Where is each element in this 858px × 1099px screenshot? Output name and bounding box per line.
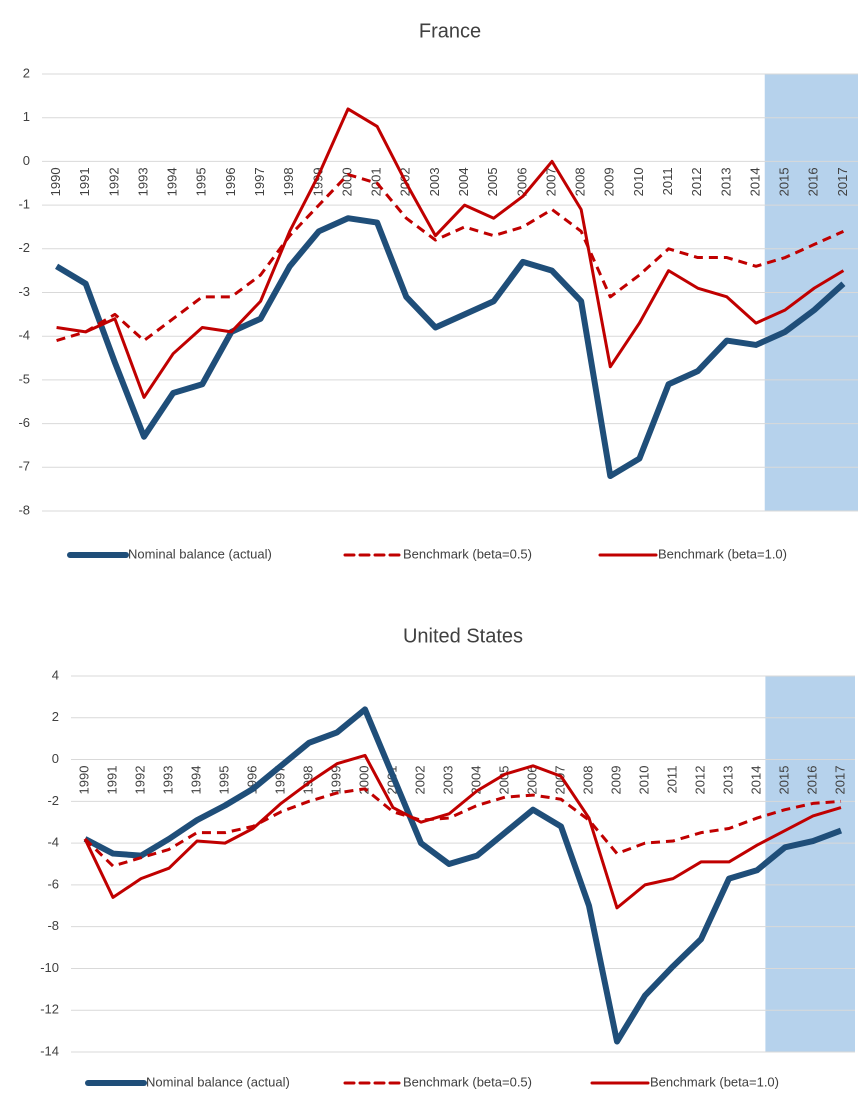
x-tick-label: 1998 bbox=[281, 167, 296, 196]
y-tick-label: -12 bbox=[40, 1002, 59, 1017]
x-tick-label: 1997 bbox=[252, 167, 267, 196]
y-tick-label: -4 bbox=[47, 835, 59, 850]
x-tick-label: 1990 bbox=[76, 766, 91, 795]
legend-label: Benchmark (beta=0.5) bbox=[403, 1074, 532, 1089]
y-tick-label: -2 bbox=[18, 240, 30, 255]
x-tick-label: 2003 bbox=[427, 167, 442, 196]
x-tick-label: 2011 bbox=[660, 167, 675, 195]
y-tick-label: -2 bbox=[47, 793, 59, 808]
chart-title: United States bbox=[403, 625, 523, 647]
x-tick-label: 2007 bbox=[543, 167, 558, 196]
x-tick-label: 2003 bbox=[440, 766, 455, 795]
y-tick-label: -5 bbox=[18, 371, 30, 386]
y-tick-label: -6 bbox=[18, 415, 30, 430]
y-tick-label: -8 bbox=[18, 502, 30, 517]
x-tick-label: 2011 bbox=[664, 766, 679, 794]
y-tick-label: 2 bbox=[23, 65, 30, 80]
x-tick-label: 2006 bbox=[524, 766, 539, 795]
legend-label: Benchmark (beta=1.0) bbox=[650, 1074, 779, 1089]
y-tick-label: -14 bbox=[40, 1043, 59, 1058]
x-tick-label: 2005 bbox=[485, 167, 500, 196]
y-tick-label: -3 bbox=[18, 284, 30, 299]
x-tick-label: 1991 bbox=[77, 167, 92, 196]
x-tick-label: 2014 bbox=[747, 167, 762, 196]
x-tick-label: 2015 bbox=[777, 167, 792, 196]
x-tick-label: 1993 bbox=[160, 766, 175, 795]
x-tick-label: 1994 bbox=[188, 766, 203, 795]
x-tick-label: 1993 bbox=[135, 167, 150, 196]
x-tick-label: 2008 bbox=[580, 766, 595, 795]
legend-label: Benchmark (beta=1.0) bbox=[658, 546, 787, 561]
y-tick-label: 0 bbox=[23, 153, 30, 168]
x-tick-label: 2014 bbox=[748, 766, 763, 795]
forecast-shade bbox=[765, 676, 855, 1052]
y-tick-label: -1 bbox=[18, 197, 30, 212]
y-tick-label: 0 bbox=[52, 751, 59, 766]
legend-label: Nominal balance (actual) bbox=[146, 1074, 290, 1089]
x-tick-label: 1999 bbox=[328, 766, 343, 795]
x-tick-label: 2012 bbox=[692, 766, 707, 795]
series-line bbox=[83, 753, 842, 910]
y-tick-label: 1 bbox=[23, 109, 30, 124]
x-tick-label: 2009 bbox=[608, 766, 623, 795]
x-tick-label: 2012 bbox=[689, 167, 704, 196]
y-tick-label: -4 bbox=[18, 328, 30, 343]
x-tick-label: 1992 bbox=[106, 167, 121, 196]
series-line bbox=[83, 706, 843, 1045]
x-tick-label: 2015 bbox=[776, 766, 791, 795]
x-tick-label: 2007 bbox=[552, 766, 567, 795]
x-tick-label: 2017 bbox=[832, 766, 847, 795]
x-tick-label: 1992 bbox=[132, 766, 147, 795]
series-line bbox=[56, 107, 845, 399]
y-tick-label: -10 bbox=[40, 960, 59, 975]
x-tick-label: 2006 bbox=[514, 167, 529, 196]
series-line bbox=[83, 787, 842, 868]
x-tick-label: 2013 bbox=[718, 167, 733, 196]
x-tick-label: 1994 bbox=[165, 167, 180, 196]
x-tick-label: 2009 bbox=[602, 167, 617, 196]
x-tick-label: 1996 bbox=[223, 167, 238, 196]
x-tick-label: 1995 bbox=[194, 167, 209, 196]
x-tick-label: 2002 bbox=[412, 766, 427, 795]
series-line bbox=[55, 215, 846, 480]
x-tick-label: 1990 bbox=[48, 167, 63, 196]
series-line bbox=[56, 173, 845, 343]
x-tick-label: 2004 bbox=[468, 766, 483, 795]
x-tick-label: 2001 bbox=[369, 167, 384, 196]
legend-label: Benchmark (beta=0.5) bbox=[403, 546, 532, 561]
y-tick-label: -6 bbox=[47, 876, 59, 891]
x-tick-label: 1999 bbox=[310, 167, 325, 196]
y-tick-label: -8 bbox=[47, 918, 59, 933]
x-tick-label: 2013 bbox=[720, 766, 735, 795]
x-tick-label: 2010 bbox=[631, 167, 646, 196]
x-tick-label: 2016 bbox=[804, 766, 819, 795]
x-tick-label: 1995 bbox=[216, 766, 231, 795]
x-tick-label: 1991 bbox=[104, 766, 119, 795]
x-tick-label: 2010 bbox=[636, 766, 651, 795]
y-tick-label: 2 bbox=[52, 709, 59, 724]
legend-label: Nominal balance (actual) bbox=[128, 546, 272, 561]
y-tick-label: 4 bbox=[52, 667, 59, 682]
x-tick-label: 2016 bbox=[806, 167, 821, 196]
x-tick-label: 2000 bbox=[356, 766, 371, 795]
x-tick-label: 2005 bbox=[496, 766, 511, 795]
y-tick-label: -7 bbox=[18, 459, 30, 474]
x-tick-label: 2017 bbox=[835, 167, 850, 196]
chart-title: France bbox=[419, 20, 481, 42]
x-tick-label: 2008 bbox=[573, 167, 588, 196]
x-tick-label: 2004 bbox=[456, 167, 471, 196]
